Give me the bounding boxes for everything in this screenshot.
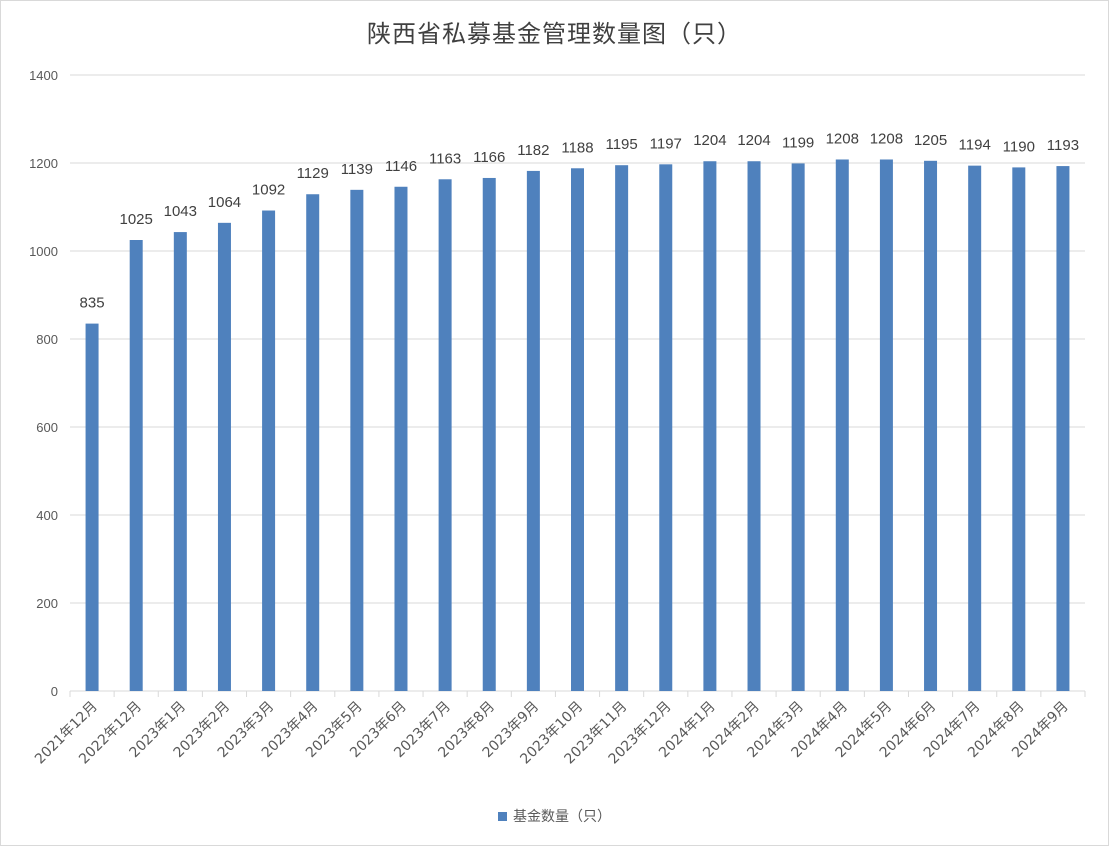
bar [306, 194, 320, 692]
legend-swatch [498, 812, 507, 821]
bar [615, 165, 629, 691]
bar [394, 186, 408, 691]
data-label: 1043 [164, 203, 197, 220]
y-tick-label: 400 [36, 508, 58, 523]
bar [262, 210, 276, 691]
data-label: 1208 [826, 130, 859, 147]
bar [526, 170, 540, 692]
data-label: 1205 [914, 132, 947, 149]
y-tick-label: 800 [36, 332, 58, 347]
legend-label: 基金数量（只） [513, 809, 611, 825]
bar [703, 161, 717, 692]
legend: 基金数量（只） [0, 806, 1109, 826]
data-label: 1064 [208, 194, 241, 211]
data-label: 1194 [959, 137, 991, 154]
data-label: 1146 [385, 158, 417, 175]
bar [659, 164, 673, 691]
data-label: 1199 [782, 134, 814, 151]
bar [173, 232, 187, 691]
bar [835, 159, 849, 692]
data-label: 1182 [517, 142, 549, 159]
data-label: 1197 [650, 135, 682, 152]
data-label: 1193 [1047, 137, 1079, 154]
y-tick-label: 0 [51, 684, 58, 699]
data-label: 1166 [473, 149, 505, 166]
data-label: 1195 [605, 136, 637, 153]
data-label: 1139 [341, 161, 373, 178]
data-label: 1129 [297, 165, 329, 182]
data-label: 1025 [120, 211, 153, 228]
bar [791, 163, 805, 691]
bar [129, 240, 143, 691]
bar [1012, 167, 1026, 691]
bar [438, 179, 452, 691]
data-label: 835 [80, 295, 105, 312]
chart-title: 陕西省私募基金管理数量图（只） [367, 20, 742, 48]
data-label: 1190 [1003, 138, 1035, 155]
data-label: 1092 [252, 182, 285, 199]
bar [482, 177, 496, 691]
bar [571, 168, 584, 691]
y-tick-label: 600 [36, 420, 58, 435]
y-tick-label: 1400 [29, 68, 58, 83]
data-label: 1204 [693, 132, 726, 149]
data-label: 1188 [561, 139, 593, 156]
bar [924, 160, 938, 692]
data-label: 1204 [737, 132, 770, 149]
y-tick-label: 200 [36, 596, 58, 611]
data-label: 1163 [429, 150, 461, 167]
bar [1056, 166, 1070, 691]
data-label: 1208 [870, 130, 903, 147]
y-tick-label: 1200 [29, 156, 58, 171]
y-tick-label: 1000 [29, 244, 58, 259]
bar [217, 222, 231, 691]
bar [85, 323, 99, 691]
bar [747, 161, 761, 692]
bar [968, 165, 982, 691]
bar [879, 159, 893, 692]
bar [350, 189, 364, 691]
